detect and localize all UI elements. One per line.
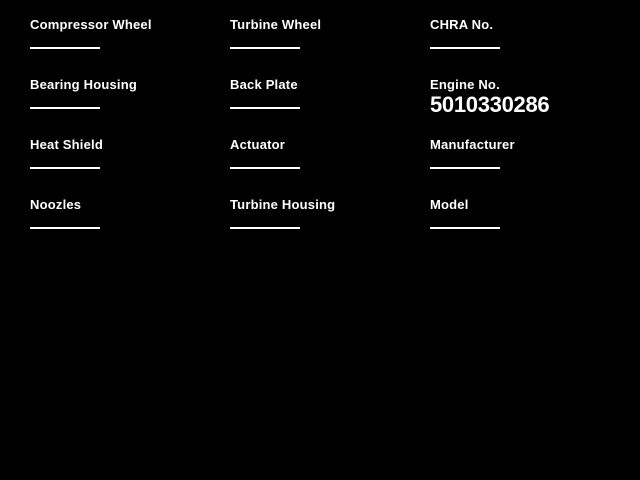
compressor-wheel-label: Compressor Wheel xyxy=(30,17,152,32)
parts-form: Compressor Wheel Turbine Wheel CHRA No. … xyxy=(30,17,630,257)
field-chra-no: CHRA No. xyxy=(430,17,630,77)
chra-no-label: CHRA No. xyxy=(430,17,494,32)
noozles-label: Noozles xyxy=(30,197,82,212)
engine-no-value[interactable]: 5010330286 xyxy=(430,92,550,117)
field-model: Model xyxy=(430,197,630,257)
compressor-wheel-input[interactable] xyxy=(30,47,100,49)
field-compressor-wheel: Compressor Wheel xyxy=(30,17,230,77)
noozles-input[interactable] xyxy=(30,227,100,229)
field-engine-no: Engine No. 5010330286 xyxy=(430,77,630,137)
back-plate-label: Back Plate xyxy=(230,77,298,92)
back-plate-input[interactable] xyxy=(230,107,300,109)
model-input[interactable] xyxy=(430,227,500,229)
engine-no-label: Engine No. xyxy=(430,77,500,92)
bearing-housing-input[interactable] xyxy=(30,107,100,109)
actuator-label: Actuator xyxy=(230,137,286,152)
actuator-input[interactable] xyxy=(230,167,300,169)
heat-shield-input[interactable] xyxy=(30,167,100,169)
turbine-wheel-label: Turbine Wheel xyxy=(230,17,322,32)
heat-shield-label: Heat Shield xyxy=(30,137,103,152)
chra-no-input[interactable] xyxy=(430,47,500,49)
turbine-wheel-input[interactable] xyxy=(230,47,300,49)
bearing-housing-label: Bearing Housing xyxy=(30,77,138,92)
field-actuator: Actuator xyxy=(230,137,430,197)
field-back-plate: Back Plate xyxy=(230,77,430,137)
field-noozles: Noozles xyxy=(30,197,230,257)
manufacturer-label: Manufacturer xyxy=(430,137,515,152)
field-turbine-wheel: Turbine Wheel xyxy=(230,17,430,77)
field-heat-shield: Heat Shield xyxy=(30,137,230,197)
field-turbine-housing: Turbine Housing xyxy=(230,197,430,257)
model-label: Model xyxy=(430,197,469,212)
field-manufacturer: Manufacturer xyxy=(430,137,630,197)
manufacturer-input[interactable] xyxy=(430,167,500,169)
turbine-housing-input[interactable] xyxy=(230,227,300,229)
turbine-housing-label: Turbine Housing xyxy=(230,197,336,212)
field-bearing-housing: Bearing Housing xyxy=(30,77,230,137)
